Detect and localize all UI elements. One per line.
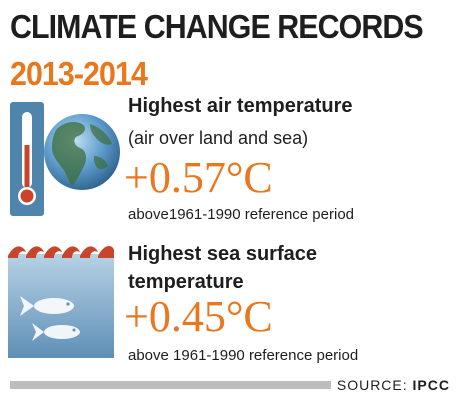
source-bar: SOURCE: IPCC bbox=[10, 376, 450, 394]
air-temperature-subheading: (air over land and sea) bbox=[128, 128, 309, 148]
sea-fish-icon bbox=[8, 246, 114, 358]
infographic-title: CLIMATE CHANGE RECORDS bbox=[10, 8, 424, 45]
sea-temperature-reference: above 1961-1990 reference period bbox=[128, 347, 359, 364]
source-credit: SOURCE: IPCC bbox=[337, 377, 450, 393]
air-temperature-reference: above1961-1990 reference period bbox=[128, 206, 355, 223]
source-label: SOURCE: bbox=[336, 377, 413, 393]
sea-temperature-heading-line2: temperature bbox=[128, 271, 244, 293]
sea-temperature-heading: Highest sea surface temperature bbox=[128, 240, 317, 296]
years-subtitle: 2013-2014 bbox=[10, 55, 148, 92]
thermometer-globe-icon bbox=[10, 102, 120, 216]
air-temperature-value: +0.57°C bbox=[124, 153, 273, 202]
sea-temperature-value: +0.45°C bbox=[124, 292, 273, 341]
air-temperature-heading: Highest air temperature bbox=[128, 95, 353, 117]
source-divider bbox=[10, 381, 331, 389]
sea-temperature-heading-line1: Highest sea surface bbox=[128, 243, 317, 265]
source-name: IPCC bbox=[412, 377, 450, 393]
